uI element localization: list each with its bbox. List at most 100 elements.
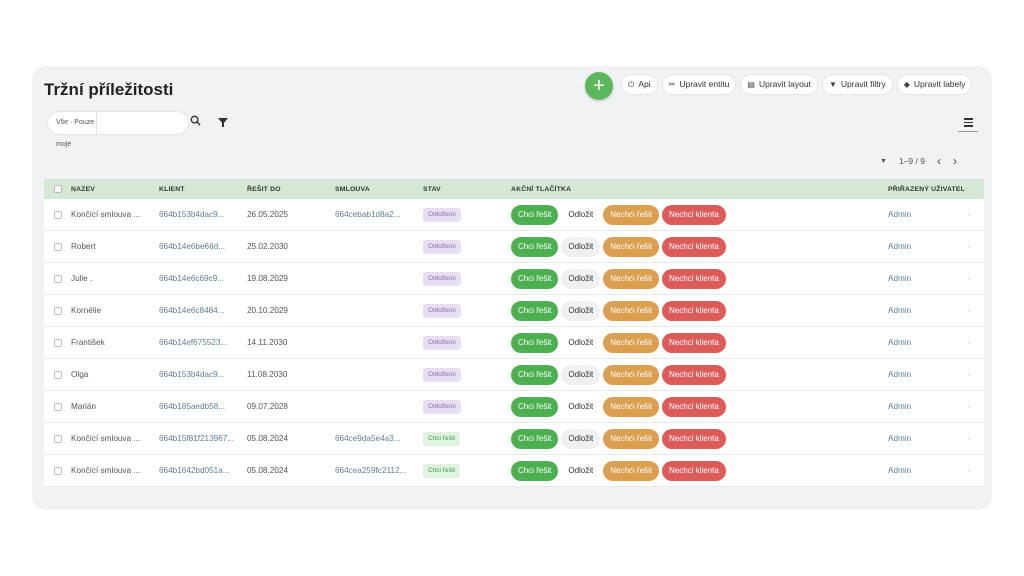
postpone-button[interactable]: Odložit — [561, 300, 601, 321]
row-checkbox[interactable] — [53, 242, 62, 251]
row-assigned-user[interactable]: Admin — [888, 306, 912, 315]
row-assigned-user[interactable]: Admin — [888, 338, 912, 347]
no-solve-button[interactable]: Nechci řešit — [603, 332, 660, 353]
no-solve-button[interactable]: Nechci řešit — [603, 268, 660, 289]
row-checkbox[interactable] — [53, 402, 62, 411]
row-checkbox[interactable] — [53, 306, 62, 315]
column-header-status[interactable]: STAV — [423, 185, 441, 193]
row-name[interactable]: Marián — [71, 402, 97, 411]
row-assigned-user[interactable]: Admin — [888, 274, 912, 283]
no-client-button[interactable]: Nechci klienta — [662, 428, 726, 449]
row-checkbox[interactable] — [53, 434, 62, 443]
row-assigned-user[interactable]: Admin — [888, 402, 912, 411]
no-client-button[interactable]: Nechci klienta — [662, 236, 726, 257]
table-row[interactable]: Končící smlouva ... 664b153b4dac9... 26.… — [44, 199, 984, 231]
solve-button[interactable]: Chci řešit — [511, 332, 559, 353]
chevron-right-icon[interactable]: › — [952, 154, 957, 168]
edit-labels-button[interactable]: ◆ Upravit labely — [897, 75, 972, 94]
row-name[interactable]: Olga — [71, 370, 89, 379]
row-checkbox[interactable] — [53, 210, 62, 219]
table-row[interactable]: Končící smlouva ... 664b1642bd051a... 05… — [44, 455, 984, 487]
row-name[interactable]: Končící smlouva ... — [71, 434, 141, 443]
row-client-link[interactable]: 664b14ef675523... — [159, 338, 228, 347]
no-solve-button[interactable]: Nechci řešit — [603, 364, 660, 385]
filter-funnel-icon[interactable] — [218, 118, 228, 127]
table-row[interactable]: Julie . 664b14e6c69c9... 19.08.2029 Odlo… — [44, 263, 984, 295]
row-name[interactable]: Julie . — [71, 274, 93, 283]
row-name[interactable]: Končící smlouva ... — [71, 210, 141, 219]
column-header-contract[interactable]: SMLOUVA — [335, 185, 370, 193]
row-assigned-user[interactable]: Admin — [888, 434, 912, 443]
solve-button[interactable]: Chci řešit — [511, 300, 559, 321]
column-header-name[interactable]: NÁZEV — [71, 185, 96, 193]
row-name[interactable]: František — [71, 338, 105, 347]
table-row[interactable]: Kornélie 664b14e6c8484... 20.10.2029 Odl… — [44, 295, 984, 327]
column-header-client[interactable]: KLIENT — [159, 185, 185, 193]
postpone-button[interactable]: Odložit — [568, 401, 594, 411]
no-solve-button[interactable]: Nechci řešit — [603, 396, 660, 417]
row-contract-link[interactable]: 664cea259fc2112... — [335, 466, 407, 475]
search-icon[interactable] — [190, 115, 201, 129]
row-client-link[interactable]: 664b153b4dac9... — [159, 210, 225, 219]
row-assigned-user[interactable]: Admin — [888, 210, 912, 219]
postpone-button[interactable]: Odložit — [561, 364, 601, 385]
api-button[interactable]: ⏻ Api — [622, 75, 657, 94]
row-assigned-user[interactable]: Admin — [888, 242, 912, 251]
table-row[interactable]: Robert 664b14e6be66d... 25.02.2030 Odlož… — [44, 231, 984, 263]
select-all-checkbox[interactable] — [53, 185, 62, 193]
postpone-button[interactable]: Odložit — [561, 268, 601, 289]
row-name[interactable]: Končící smlouva ... — [71, 466, 141, 475]
no-client-button[interactable]: Nechci klienta — [662, 300, 726, 321]
row-client-link[interactable]: 664b1642bd051a... — [159, 466, 230, 475]
row-client-link[interactable]: 664b14e6be66d... — [159, 242, 226, 251]
table-row[interactable]: František 664b14ef675523... 14.11.2030 O… — [44, 327, 984, 359]
column-header-due[interactable]: ŘEŠIT DO — [247, 185, 281, 193]
solve-button[interactable]: Chci řešit — [511, 236, 559, 257]
no-solve-button[interactable]: Nechci řešit — [603, 460, 660, 481]
solve-button[interactable]: Chci řešit — [511, 428, 559, 449]
no-solve-button[interactable]: Nechci řešit — [603, 204, 660, 225]
row-assigned-user[interactable]: Admin — [888, 466, 912, 475]
table-row[interactable]: Marián 664b185aedb58... 09.07.2028 Odlož… — [44, 391, 984, 423]
row-checkbox[interactable] — [53, 466, 62, 475]
row-contract-link[interactable]: 664cebab1d8a2... — [335, 210, 401, 219]
postpone-button[interactable]: Odložit — [561, 236, 601, 257]
postpone-button[interactable]: Odložit — [561, 428, 601, 449]
no-client-button[interactable]: Nechci klienta — [662, 204, 726, 225]
solve-button[interactable]: Chci řešit — [511, 204, 559, 225]
scope-select[interactable]: Vše · Pouze moje · — [48, 112, 97, 148]
row-client-link[interactable]: 664b185aedb58... — [159, 402, 226, 411]
edit-filters-button[interactable]: ▼ Upravit filtry — [822, 75, 892, 94]
solve-button[interactable]: Chci řešit — [511, 268, 559, 289]
no-client-button[interactable]: Nechci klienta — [662, 268, 726, 289]
solve-button[interactable]: Chci řešit — [511, 364, 559, 385]
table-row[interactable]: Olga 664b153b4dac9... 11.08.2030 Odložen… — [44, 359, 984, 391]
row-name[interactable]: Kornélie — [71, 306, 102, 315]
no-client-button[interactable]: Nechci klienta — [662, 332, 726, 353]
row-client-link[interactable]: 664b14e6c8484... — [159, 306, 225, 315]
row-assigned-user[interactable]: Admin — [888, 370, 912, 379]
postpone-button[interactable]: Odložit — [568, 465, 594, 475]
row-checkbox[interactable] — [53, 370, 62, 379]
column-header-user[interactable]: PŘIŘAZENÝ UŽIVATEL — [888, 185, 965, 193]
postpone-button[interactable]: Odložit — [568, 209, 594, 219]
no-solve-button[interactable]: Nechci řešit — [603, 300, 660, 321]
chevron-left-icon[interactable]: ‹ — [936, 154, 941, 168]
solve-button[interactable]: Chci řešit — [511, 460, 559, 481]
page-size-dropdown-icon[interactable]: ▼ — [880, 157, 887, 165]
no-client-button[interactable]: Nechci klienta — [662, 460, 726, 481]
add-button[interactable]: + — [585, 72, 613, 100]
edit-entity-button[interactable]: ✂ Upravit entitu — [662, 75, 736, 94]
no-client-button[interactable]: Nechci klienta — [662, 364, 726, 385]
row-client-link[interactable]: 664b153b4dac9... — [159, 370, 225, 379]
solve-button[interactable]: Chci řešit — [511, 396, 559, 417]
row-client-link[interactable]: 664b15f81f213967... — [159, 434, 235, 443]
menu-icon[interactable] — [958, 116, 978, 132]
no-client-button[interactable]: Nechci klienta — [662, 396, 726, 417]
no-solve-button[interactable]: Nechci řešit — [603, 236, 660, 257]
row-checkbox[interactable] — [53, 274, 62, 283]
table-row[interactable]: Končící smlouva ... 664b15f81f213967... … — [44, 423, 984, 455]
no-solve-button[interactable]: Nechci řešit — [603, 428, 660, 449]
search-input[interactable] — [97, 113, 188, 133]
postpone-button[interactable]: Odložit — [568, 337, 594, 347]
